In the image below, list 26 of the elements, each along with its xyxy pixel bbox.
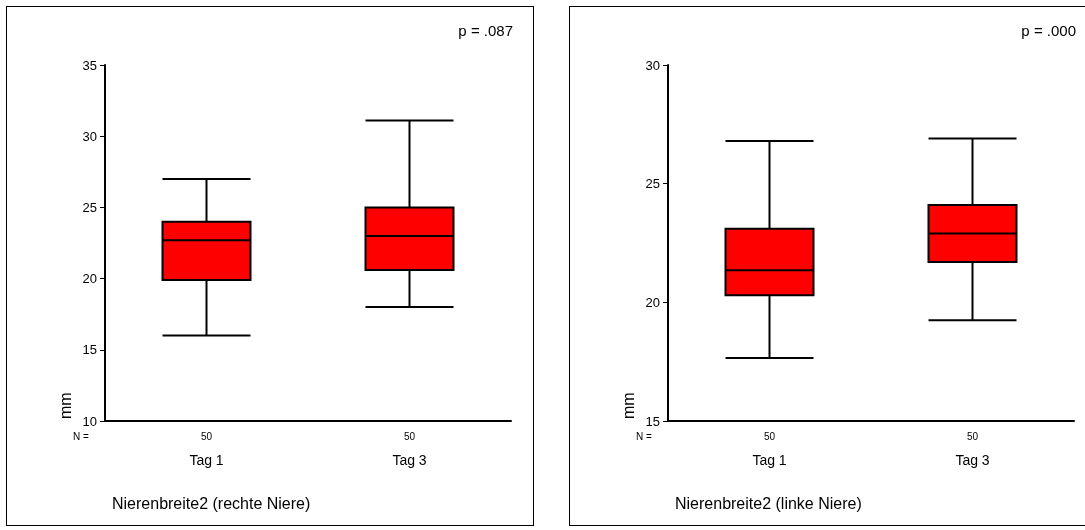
y-tick-label: 15: [645, 413, 660, 429]
x-tick-label: Tag 1: [189, 452, 224, 468]
y-tick-label: 10: [82, 413, 97, 429]
text: Nierenbreite2 (linke Niere): [675, 494, 862, 512]
y-tick-label: 20: [82, 271, 97, 287]
y-tick-label: 35: [82, 57, 97, 73]
text: Nierenbreite2 (rechte Niere): [112, 494, 311, 512]
y-tick-label: 15: [82, 342, 97, 358]
y-tick-label: 25: [645, 176, 660, 192]
y-tick-label: 20: [645, 294, 660, 310]
text: N =: [636, 430, 652, 442]
y-axis-title: mm: [619, 392, 637, 419]
text: p = .000: [1021, 22, 1077, 39]
text: p = .087: [458, 22, 514, 39]
y-axis-title: mm: [56, 392, 74, 419]
x-tick-label: Tag 3: [955, 452, 990, 468]
text: 50: [763, 430, 776, 442]
y-tick-label: 30: [645, 57, 660, 73]
y-tick-label: 30: [82, 128, 97, 144]
x-tick-label: Tag 1: [752, 452, 787, 468]
text: 50: [200, 430, 213, 442]
y-tick-label: 25: [82, 199, 97, 215]
text: 50: [403, 430, 416, 442]
text: 50: [966, 430, 979, 442]
text: N =: [73, 430, 89, 442]
x-tick-label: Tag 3: [392, 452, 427, 468]
